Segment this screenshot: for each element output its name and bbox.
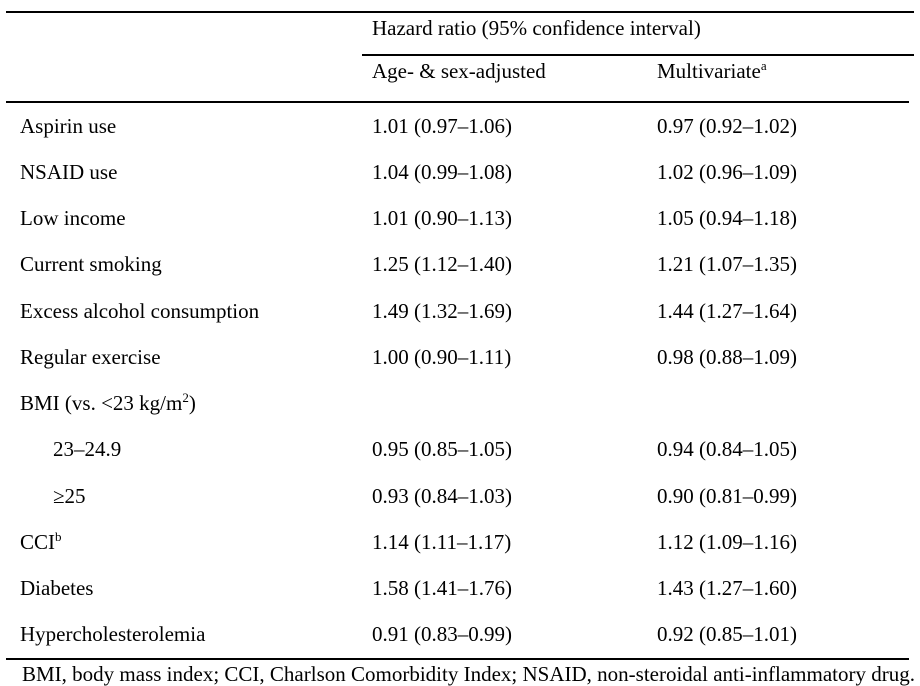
row-label-text: 23–24.9 bbox=[53, 437, 122, 462]
column-header-multivariate: Multivariatea bbox=[657, 59, 767, 84]
row-label: Diabetes bbox=[0, 576, 372, 601]
multivariate-value: 0.92 (0.85–1.01) bbox=[657, 622, 797, 647]
row-label-superscript: 2 bbox=[182, 390, 189, 406]
row-label: Regular exercise bbox=[0, 345, 372, 370]
row-label-text: Hypercholesterolemia bbox=[20, 622, 206, 647]
table-row: 23–24.9 0.95 (0.85–1.05) 0.94 (0.84–1.05) bbox=[0, 427, 920, 473]
row-label-text: BMI (vs. <23 kg/m bbox=[20, 391, 183, 416]
row-label: 23–24.9 bbox=[0, 437, 372, 462]
row-label-text-after: ) bbox=[188, 391, 196, 416]
row-label-text: Aspirin use bbox=[20, 113, 117, 138]
row-label-superscript: b bbox=[55, 528, 62, 544]
table-row: Diabetes 1.58 (1.41–1.76) 1.43 (1.27–1.60) bbox=[0, 566, 920, 612]
age-sex-adjusted-value: 1.01 (0.97–1.06) bbox=[372, 113, 512, 138]
row-label-text: NSAID use bbox=[20, 159, 118, 184]
table-top-rule bbox=[6, 11, 914, 13]
table-row: ≥25 0.93 (0.84–1.03) 0.90 (0.81–0.99) bbox=[0, 473, 920, 519]
table-body: Aspirin use 1.01 (0.97–1.06) 0.97 (0.92–1.… bbox=[0, 103, 920, 658]
age-sex-adjusted-value: 1.01 (0.90–1.13) bbox=[372, 206, 512, 231]
column-header-superscript: a bbox=[760, 58, 767, 73]
table-row: Excess alcohol consumption 1.49 (1.32–1.6… bbox=[0, 288, 920, 334]
row-label-text: Diabetes bbox=[20, 576, 94, 601]
multivariate-value: 1.05 (0.94–1.18) bbox=[657, 206, 797, 231]
row-label-text: CCI bbox=[20, 529, 56, 554]
multivariate-value: 0.94 (0.84–1.05) bbox=[657, 437, 797, 462]
row-label: Excess alcohol consumption bbox=[0, 299, 372, 324]
multivariate-value: 0.90 (0.81–0.99) bbox=[657, 483, 797, 508]
table-row: Regular exercise 1.00 (0.90–1.11) 0.98 (0.… bbox=[0, 334, 920, 380]
age-sex-adjusted-value: 1.14 (1.11–1.17) bbox=[372, 529, 512, 554]
column-header-age-sex-adjusted: Age- & sex-adjusted bbox=[372, 59, 546, 84]
row-label: Low income bbox=[0, 206, 372, 231]
multivariate-value: 0.98 (0.88–1.09) bbox=[657, 344, 797, 369]
multivariate-value: 1.43 (1.27–1.60) bbox=[657, 576, 797, 601]
age-sex-adjusted-value: 1.25 (1.12–1.40) bbox=[372, 252, 512, 277]
multivariate-value: 1.21 (1.07–1.35) bbox=[657, 252, 797, 277]
age-sex-adjusted-value: 0.91 (0.83–0.99) bbox=[372, 622, 512, 647]
row-label-text: Low income bbox=[20, 206, 126, 231]
multivariate-value: 1.02 (0.96–1.09) bbox=[657, 159, 797, 184]
table-row: CCIb 1.14 (1.11–1.17) 1.12 (1.09–1.16) bbox=[0, 519, 920, 565]
column-header-label: Multivariate bbox=[657, 59, 761, 83]
row-label: Aspirin use bbox=[0, 114, 372, 139]
row-label: NSAID use bbox=[0, 160, 372, 185]
row-label-text: Excess alcohol consumption bbox=[20, 298, 260, 323]
multivariate-value: 1.12 (1.09–1.16) bbox=[657, 529, 797, 554]
age-sex-adjusted-value: 1.58 (1.41–1.76) bbox=[372, 576, 512, 601]
table-row: Low income 1.01 (0.90–1.13) 1.05 (0.94–1.1… bbox=[0, 196, 920, 242]
age-sex-adjusted-value: 1.04 (0.99–1.08) bbox=[372, 159, 512, 184]
table-bottom-rule bbox=[6, 658, 909, 660]
row-label-text: Current smoking bbox=[20, 252, 162, 277]
row-label: ≥25 bbox=[0, 484, 372, 509]
multivariate-value: 1.44 (1.27–1.64) bbox=[657, 298, 797, 323]
multivariate-value: 0.97 (0.92–1.02) bbox=[657, 113, 797, 138]
table-row: Current smoking 1.25 (1.12–1.40) 1.21 (1.0… bbox=[0, 242, 920, 288]
row-label-text: ≥25 bbox=[53, 483, 86, 508]
row-label: Current smoking bbox=[0, 252, 372, 277]
row-label-text: Regular exercise bbox=[20, 344, 161, 369]
table-footnote: BMI, body mass index; CCI, Charlson Como… bbox=[22, 662, 915, 686]
span-header-rule bbox=[362, 54, 914, 56]
table-row: NSAID use 1.04 (0.99–1.08) 1.02 (0.96–1.09… bbox=[0, 149, 920, 195]
row-label: BMI (vs. <23 kg/m2) bbox=[0, 391, 372, 416]
table-row: Hypercholesterolemia 0.91 (0.83–0.99) 0.92… bbox=[0, 612, 920, 658]
table-row: BMI (vs. <23 kg/m2) bbox=[0, 381, 920, 427]
header-body-divider-rule bbox=[6, 101, 909, 103]
row-label: CCIb bbox=[0, 530, 372, 555]
row-label: Hypercholesterolemia bbox=[0, 622, 372, 647]
table-row: Aspirin use 1.01 (0.97–1.06) 0.97 (0.92–1.… bbox=[0, 103, 920, 149]
age-sex-adjusted-value: 0.93 (0.84–1.03) bbox=[372, 483, 512, 508]
age-sex-adjusted-value: 1.49 (1.32–1.69) bbox=[372, 298, 512, 323]
age-sex-adjusted-value: 0.95 (0.85–1.05) bbox=[372, 437, 512, 462]
age-sex-adjusted-value: 1.00 (0.90–1.11) bbox=[372, 344, 512, 369]
column-header-label: Age- & sex-adjusted bbox=[372, 59, 546, 83]
table-span-header: Hazard ratio (95% confidence interval) bbox=[372, 16, 701, 40]
